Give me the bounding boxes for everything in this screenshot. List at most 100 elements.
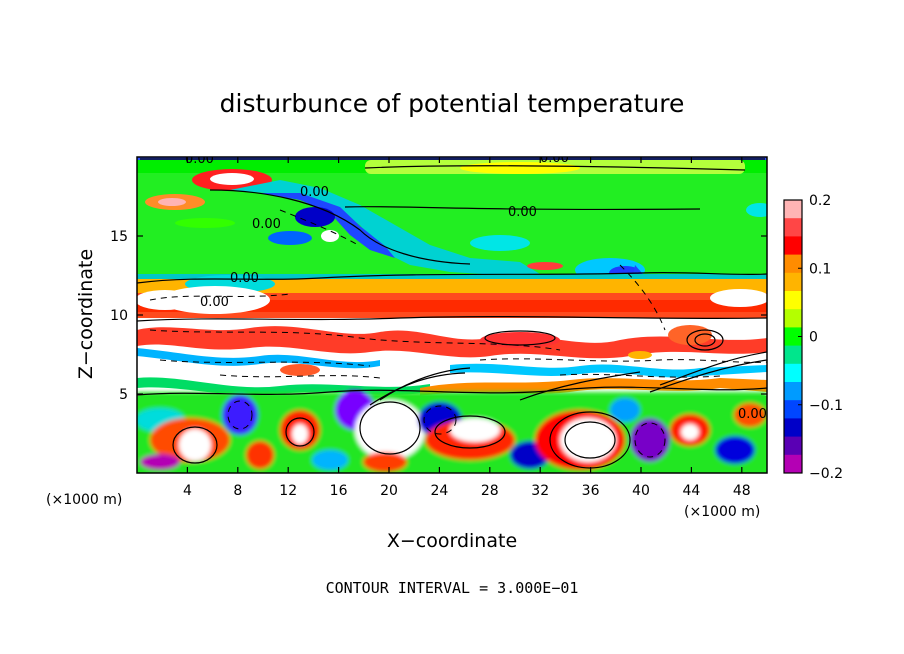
contour-interval-note: CONTOUR INTERVAL = 3.000E−01 bbox=[326, 579, 579, 597]
colorbar-swatch bbox=[784, 363, 802, 383]
contour-line bbox=[279, 209, 361, 247]
anomaly-negative bbox=[230, 180, 540, 275]
x-tick-label: 24 bbox=[430, 483, 448, 499]
contour-line bbox=[227, 400, 253, 430]
anomaly-negative bbox=[630, 418, 670, 462]
contour-line bbox=[137, 271, 767, 284]
x-tick-label: 40 bbox=[632, 483, 650, 499]
contour-line bbox=[634, 422, 666, 458]
contour-line bbox=[369, 372, 466, 406]
contour-line bbox=[434, 415, 506, 449]
warm-layer-top bbox=[137, 278, 767, 296]
colorbar: 0.2 0.1 0 −0.1 −0.2 bbox=[783, 193, 843, 482]
colorbar-tick-label: −0.2 bbox=[809, 466, 843, 482]
anomaly-positive bbox=[246, 441, 274, 469]
colorbar-swatch bbox=[784, 254, 802, 274]
contour-line bbox=[137, 386, 767, 396]
contour-label: 0.00 bbox=[540, 151, 569, 166]
anomaly-saturated bbox=[179, 429, 211, 461]
colorbar-swatch bbox=[784, 382, 802, 401]
anomaly-positive bbox=[158, 198, 186, 206]
anomaly-saturated bbox=[710, 289, 767, 307]
x-unit-right: (×1000 m) bbox=[684, 504, 760, 520]
colorbar-swatch bbox=[784, 418, 802, 438]
contour-line bbox=[359, 401, 421, 455]
colorbar-swatch bbox=[784, 272, 802, 292]
anomaly-positive bbox=[628, 351, 652, 359]
colorbar-swatch bbox=[784, 400, 802, 419]
contour-line bbox=[519, 371, 641, 401]
anomaly-negative bbox=[312, 450, 348, 470]
disturbed-stripe bbox=[137, 348, 380, 369]
x-tick-label: 4 bbox=[183, 483, 192, 499]
x-axis: 4 8 12 16 20 24 28 32 36 40 44 48 bbox=[183, 157, 751, 499]
contour-line bbox=[149, 293, 291, 301]
disturbed-layer bbox=[137, 318, 767, 396]
chart-title: disturbunce of potential temperature bbox=[220, 89, 685, 118]
anomaly-positive bbox=[363, 452, 407, 472]
contour-label: 0.00 bbox=[738, 407, 767, 422]
colorbar-swatch bbox=[784, 236, 802, 256]
disturbed-stripe bbox=[420, 378, 767, 396]
colorbar-swatch bbox=[784, 218, 802, 237]
x-tick-label: 16 bbox=[330, 483, 348, 499]
anomaly-negative bbox=[715, 436, 755, 464]
contour-line bbox=[484, 330, 556, 346]
colorbar-swatch bbox=[784, 291, 802, 310]
anomaly-positive bbox=[527, 262, 563, 270]
warm-layer-center bbox=[137, 300, 767, 312]
anomaly-negative bbox=[746, 203, 767, 217]
anomaly-saturated bbox=[681, 424, 699, 440]
contour-line bbox=[479, 358, 767, 363]
anomaly-positive bbox=[175, 218, 235, 228]
anomaly-saturated bbox=[560, 418, 616, 462]
anomaly-saturated bbox=[292, 424, 308, 444]
contour-line bbox=[423, 405, 457, 435]
contour-label: 0.00 bbox=[230, 271, 259, 286]
colorbar-swatch bbox=[784, 309, 802, 328]
contour-lines-negative bbox=[149, 209, 767, 458]
colorbar-swatch bbox=[784, 345, 802, 365]
anomaly-negative bbox=[295, 207, 335, 227]
colorbar-swatch bbox=[784, 454, 802, 474]
x-tick-label: 28 bbox=[481, 483, 499, 499]
contour-line bbox=[209, 189, 471, 265]
anomaly-negative bbox=[268, 231, 312, 245]
lower-layer bbox=[137, 390, 767, 473]
contour-line bbox=[694, 333, 716, 347]
contour-label: 0.00 bbox=[300, 185, 329, 200]
colorbar-tick-label: 0 bbox=[809, 330, 818, 346]
contour-line bbox=[564, 421, 616, 459]
contour-line bbox=[137, 315, 767, 322]
contour-label: 0.00 bbox=[508, 205, 537, 220]
anomaly-saturated bbox=[450, 418, 500, 442]
contour-lines bbox=[137, 157, 767, 469]
contour-line bbox=[686, 329, 724, 351]
x-tick-label: 48 bbox=[733, 483, 751, 499]
anomaly-saturated bbox=[160, 286, 270, 314]
warm-layer-edge bbox=[137, 274, 767, 279]
anomaly-negative bbox=[610, 398, 640, 422]
anomaly-positive bbox=[460, 162, 580, 174]
anomaly-saturated bbox=[321, 230, 339, 242]
x-axis-label: X−coordinate bbox=[387, 530, 517, 552]
contour-line bbox=[659, 351, 767, 386]
colorbar-tick-label: −0.1 bbox=[809, 398, 843, 414]
contour-line bbox=[172, 426, 218, 464]
contour-label: 0.00 bbox=[252, 217, 281, 232]
contour-line bbox=[364, 165, 746, 171]
anomaly-saturated bbox=[137, 290, 195, 310]
plot-area: 0.00 0.00 0.00 0.00 0.00 0.00 0.00 0.00 bbox=[137, 151, 767, 473]
colorbar-swatch bbox=[784, 200, 802, 219]
anomaly-negative bbox=[140, 454, 180, 470]
anomaly-positive bbox=[280, 364, 320, 376]
anomaly-saturated bbox=[210, 173, 254, 185]
x-tick-label: 44 bbox=[682, 483, 700, 499]
y-tick-label: 5 bbox=[119, 387, 128, 403]
y-axis-label: Z−coordinate bbox=[75, 249, 97, 379]
y-tick-label: 15 bbox=[110, 229, 128, 245]
x-tick-label: 32 bbox=[531, 483, 549, 499]
colorbar-tick-label: 0.2 bbox=[809, 193, 831, 209]
anomaly-positive bbox=[734, 403, 766, 427]
